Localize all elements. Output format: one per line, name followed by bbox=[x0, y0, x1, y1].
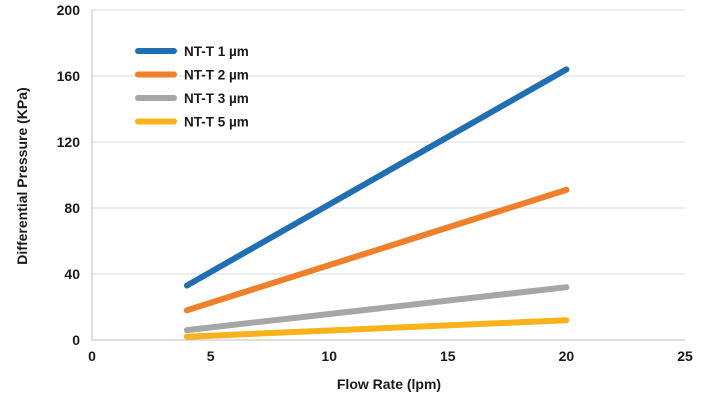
legend-label-2: NT-T 2 µm bbox=[184, 68, 249, 83]
x-tick-label: 0 bbox=[88, 348, 96, 364]
x-tick-label: 25 bbox=[677, 348, 693, 364]
x-axis-title: Flow Rate (lpm) bbox=[337, 376, 441, 392]
x-tick-label: 20 bbox=[559, 348, 575, 364]
series-line-4 bbox=[183, 317, 570, 340]
y-tick-label: 200 bbox=[57, 2, 81, 18]
legend: NT-T 1 µm NT-T 2 µm NT-T 3 µm NT-T 5 µm bbox=[135, 44, 249, 130]
grid-lines bbox=[92, 9, 685, 275]
legend-label-1: NT-T 1 µm bbox=[184, 44, 249, 59]
x-tick-label: 15 bbox=[440, 348, 456, 364]
y-axis-title: Differential Pressure (KPa) bbox=[14, 87, 30, 264]
series-line-2 bbox=[183, 186, 570, 314]
legend-label-3: NT-T 3 µm bbox=[184, 91, 249, 106]
y-tick-label: 160 bbox=[57, 68, 81, 84]
series-lines bbox=[183, 66, 570, 340]
x-tick-label: 5 bbox=[207, 348, 215, 364]
y-tick-label: 80 bbox=[64, 200, 80, 216]
y-tick-label: 0 bbox=[72, 332, 80, 348]
x-tick-label: 10 bbox=[321, 348, 337, 364]
tick-labels: 0 40 80 120 160 200 0 5 10 15 20 25 bbox=[57, 2, 693, 364]
legend-label-4: NT-T 5 µm bbox=[184, 115, 249, 130]
series-line-3 bbox=[183, 284, 570, 334]
axes bbox=[91, 10, 685, 341]
y-tick-label: 120 bbox=[57, 134, 81, 150]
series-line-1 bbox=[183, 66, 570, 289]
y-tick-label: 40 bbox=[64, 266, 80, 282]
